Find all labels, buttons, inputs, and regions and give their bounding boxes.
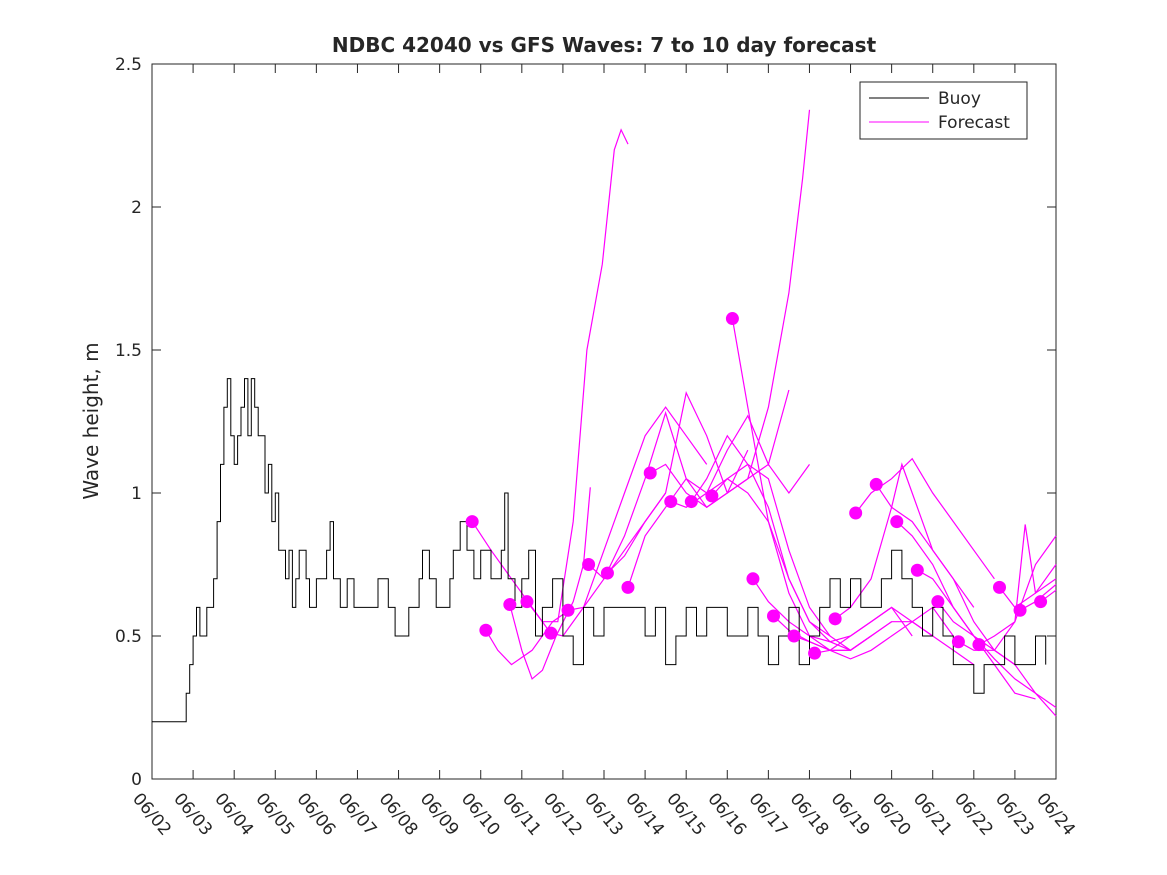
- chart-title: NDBC 42040 vs GFS Waves: 7 to 10 day for…: [332, 33, 877, 57]
- forecast-marker: [890, 515, 904, 529]
- forecast-marker: [972, 638, 986, 652]
- forecast-marker: [951, 635, 965, 649]
- forecast-run-line: [526, 128, 629, 623]
- forecast-marker: [869, 477, 883, 491]
- forecast-marker: [664, 495, 678, 509]
- legend: Buoy Forecast: [859, 81, 1028, 140]
- forecast-marker: [828, 612, 842, 626]
- legend-buoy-label: Buoy: [938, 89, 981, 109]
- forecast-marker: [931, 595, 945, 609]
- plot-area: 00.511.522.506/0206/0306/0406/0506/0606/…: [115, 55, 1079, 840]
- y-tick-label: 2: [131, 198, 142, 218]
- forecast-marker: [725, 312, 739, 326]
- forecast-marker: [600, 566, 614, 580]
- forecast-marker: [582, 558, 596, 571]
- forecast-run-line: [567, 406, 708, 611]
- forecast-marker: [621, 580, 635, 594]
- forecast-run-line: [606, 391, 810, 574]
- forecast-marker: [808, 646, 822, 660]
- forecast-marker: [1034, 595, 1048, 609]
- y-tick-label: 0.5: [115, 627, 142, 647]
- forecast-marker: [684, 495, 698, 509]
- forecast-marker: [767, 609, 780, 623]
- forecast-run-line: [690, 434, 851, 651]
- forecast-run-line: [509, 487, 591, 680]
- y-tick-label: 1.5: [115, 341, 142, 361]
- axes-box: [151, 63, 1057, 780]
- forecast-marker: [787, 629, 801, 643]
- legend-box: [859, 81, 1028, 140]
- forecast-marker: [910, 563, 924, 577]
- y-tick-label: 0: [131, 770, 142, 790]
- forecast-marker: [544, 626, 558, 640]
- forecast-run-line: [711, 477, 872, 651]
- forecast-marker: [503, 598, 517, 612]
- y-tick-label: 1: [131, 484, 142, 504]
- forecast-marker: [849, 506, 863, 520]
- forecast-run-line: [814, 606, 975, 666]
- forecast-marker: [561, 603, 575, 617]
- y-tick-label: 2.5: [115, 55, 142, 75]
- forecast-marker: [465, 515, 479, 529]
- y-axis-label: Wave height, m: [79, 342, 103, 499]
- forecast-marker: [520, 595, 534, 609]
- forecast-run-line: [999, 564, 1057, 609]
- forecast-run-line: [485, 606, 574, 666]
- forecast-marker: [479, 623, 493, 637]
- forecast-marker: [993, 580, 1006, 594]
- forecast-marker: [746, 572, 760, 586]
- forecast-run-line: [978, 535, 1057, 646]
- forecast-marker: [643, 466, 657, 480]
- forecast-marker: [705, 489, 719, 503]
- legend-forecast-label: Forecast: [938, 113, 1010, 133]
- forecast-run-line: [793, 606, 954, 660]
- forecast-marker: [1013, 603, 1027, 617]
- forecast-run-line: [875, 484, 1016, 666]
